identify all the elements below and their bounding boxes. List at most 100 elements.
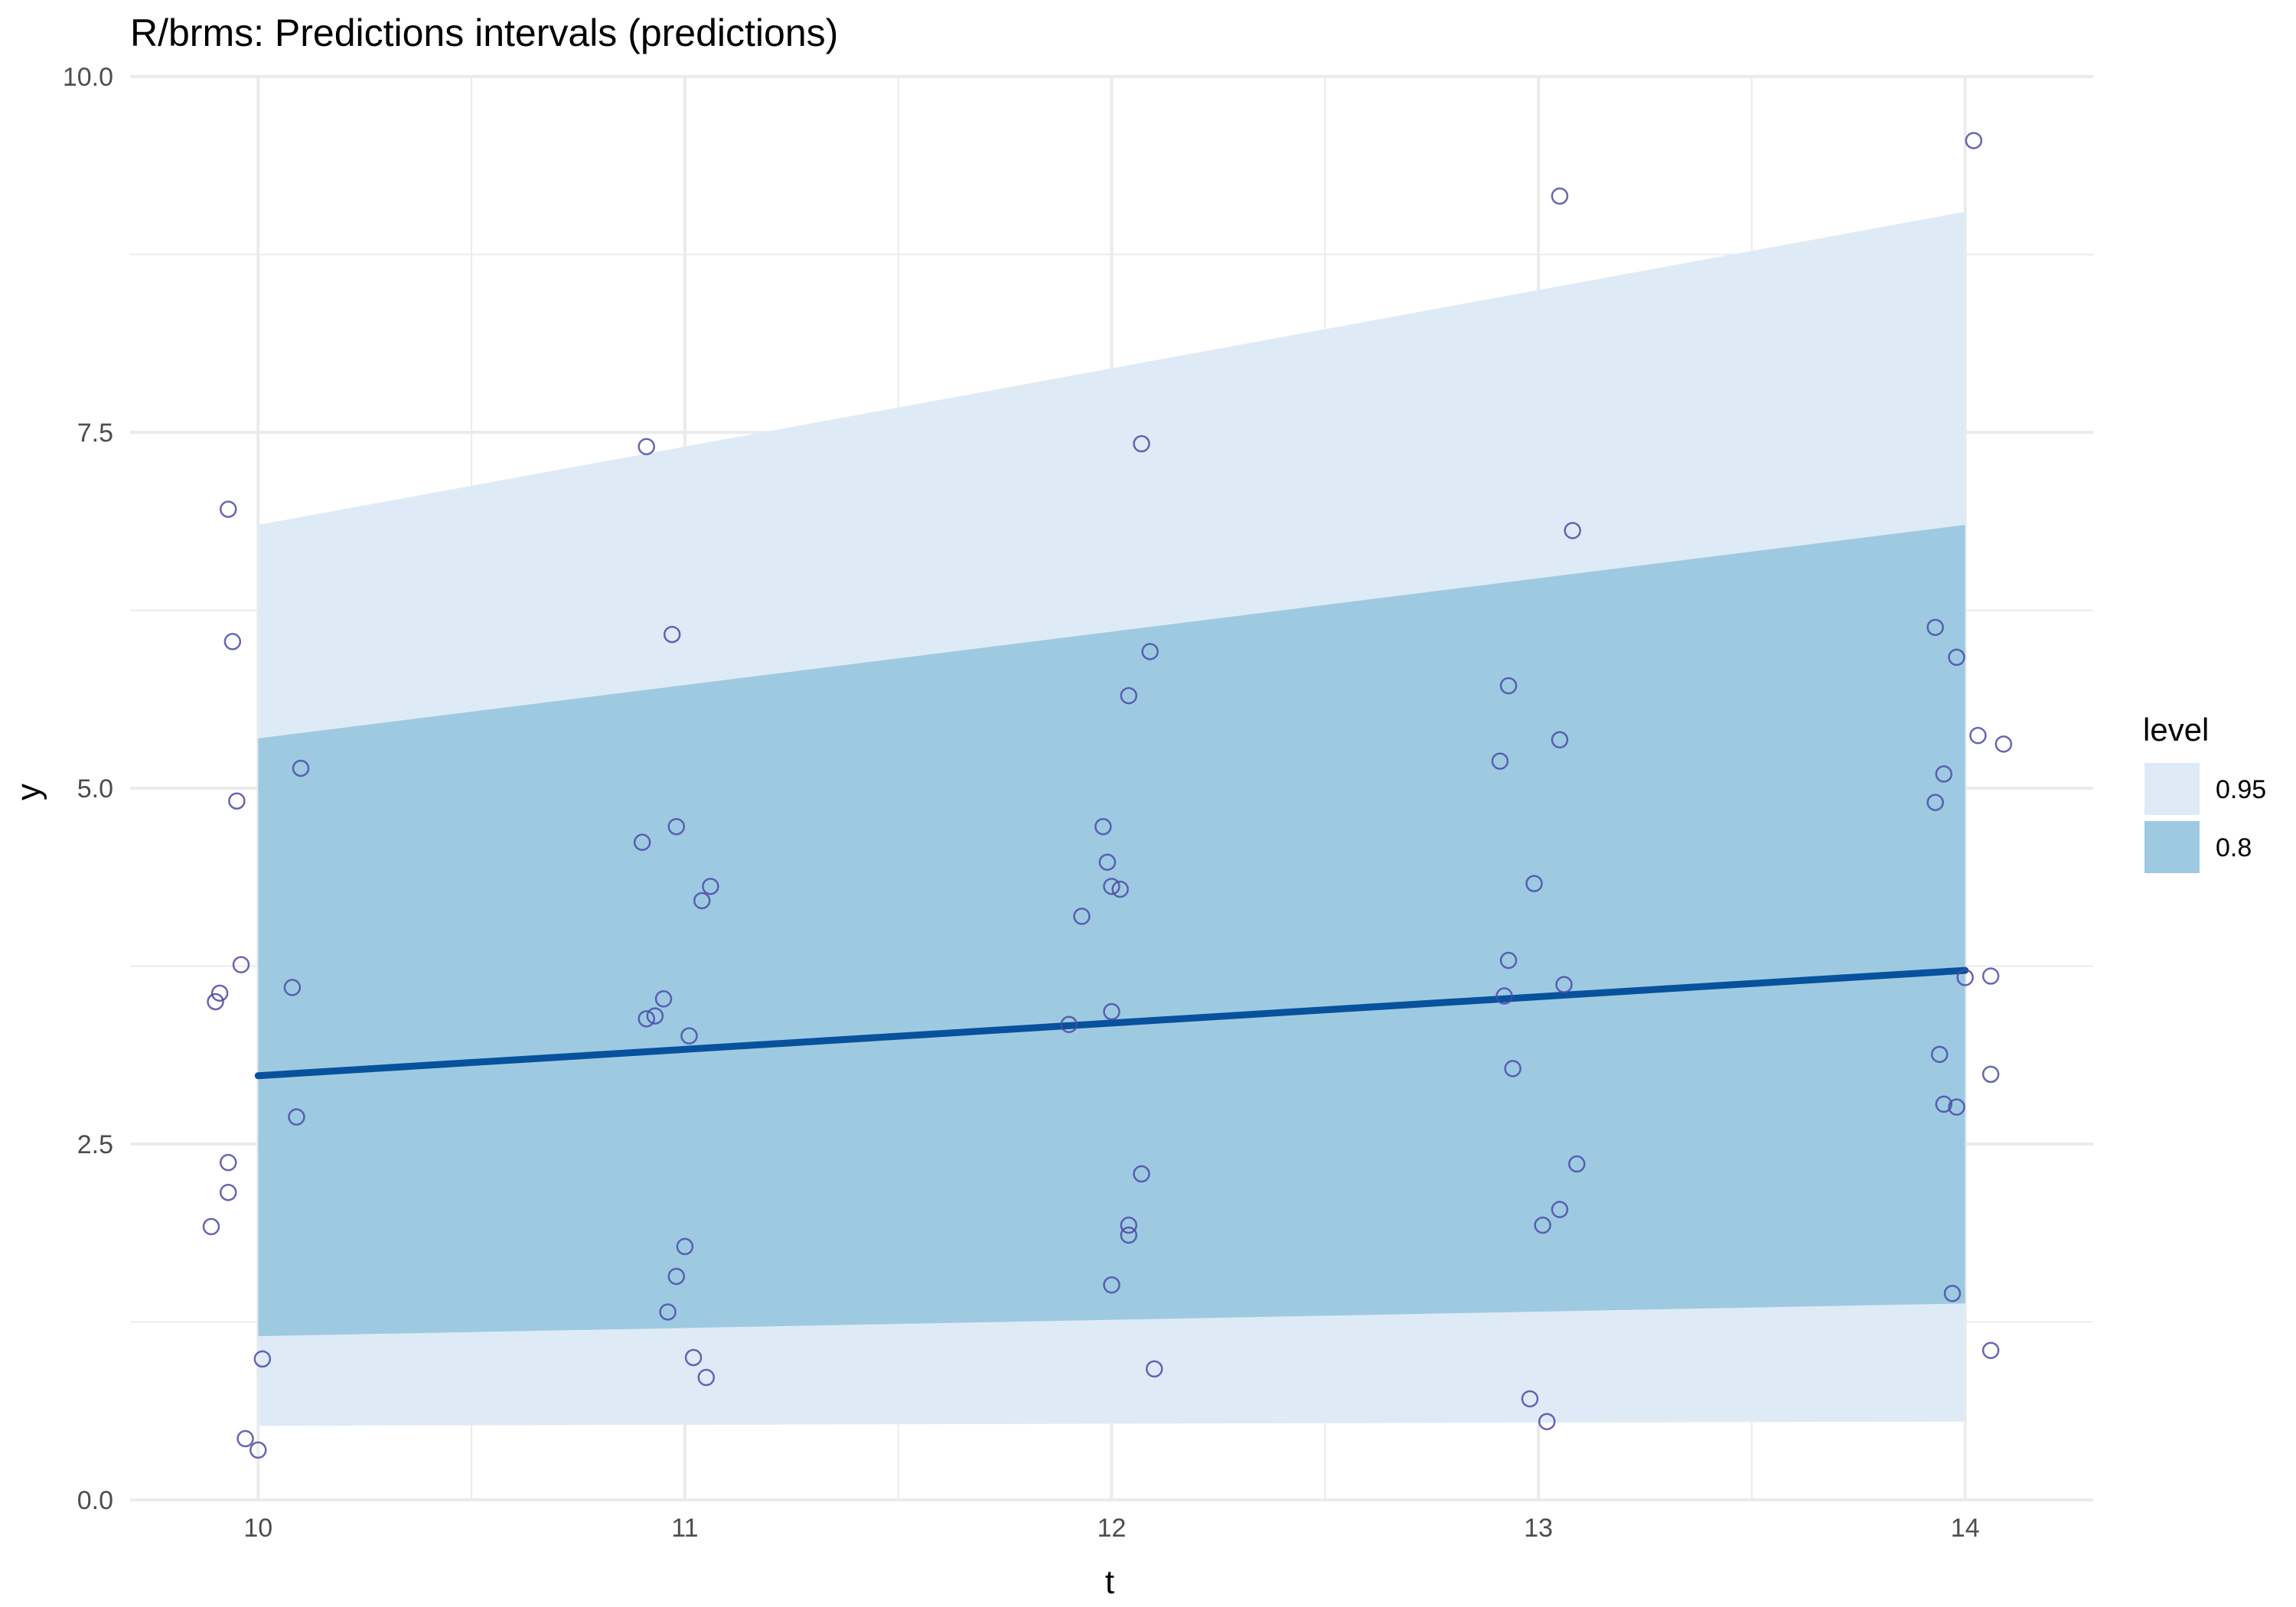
data-point — [1555, 976, 1573, 993]
data-point — [1141, 643, 1159, 660]
y-axis-title: y — [10, 784, 47, 800]
legend-label-95: 0.95 — [2216, 775, 2266, 804]
data-point — [1551, 1201, 1569, 1218]
data-point — [667, 817, 685, 836]
y-tick-label: 0.0 — [77, 1486, 113, 1515]
legend-swatch-95 — [2144, 763, 2200, 815]
data-point — [633, 833, 651, 851]
data-point — [684, 1348, 703, 1367]
observed-points — [202, 132, 2013, 1459]
data-point — [1521, 1390, 1539, 1408]
chart-title: R/brms: Predictions intervals (predictio… — [130, 11, 838, 54]
data-point — [228, 792, 246, 810]
x-tick-label: 12 — [1097, 1514, 1127, 1543]
data-point — [1943, 1285, 1962, 1302]
data-point — [667, 1267, 685, 1286]
data-point — [1926, 794, 1944, 811]
x-axis-ticks: 10 11 12 13 14 — [243, 1514, 1979, 1543]
data-point — [210, 984, 229, 1002]
data-point — [1525, 875, 1543, 892]
data-point — [646, 1007, 664, 1025]
prediction-line-layer — [254, 966, 1969, 1080]
data-point — [1120, 1226, 1138, 1244]
data-point — [680, 1027, 698, 1045]
data-point — [1499, 676, 1518, 695]
data-point — [223, 633, 242, 650]
data-point — [693, 892, 711, 910]
prediction-bands — [258, 211, 1965, 1426]
legend-title: level — [2143, 712, 2209, 748]
data-point — [1551, 187, 1569, 205]
x-tick-label: 11 — [671, 1514, 698, 1543]
data-point — [1564, 522, 1581, 539]
x-tick-label: 10 — [243, 1514, 272, 1543]
data-point — [1981, 1065, 2000, 1084]
data-point — [283, 979, 302, 996]
data-point — [1103, 1276, 1120, 1294]
data-point — [1568, 1155, 1586, 1173]
data-point — [1098, 853, 1117, 871]
data-point — [663, 625, 681, 644]
x-tick-label: 13 — [1524, 1514, 1553, 1543]
data-point — [638, 1010, 655, 1028]
data-point — [1534, 1216, 1551, 1234]
data-point — [207, 993, 224, 1011]
data-point — [1491, 752, 1509, 770]
y-tick-label: 2.5 — [77, 1130, 113, 1159]
data-point — [1935, 765, 1953, 783]
data-point — [1103, 878, 1120, 895]
data-point — [1948, 648, 1965, 667]
data-point — [654, 990, 673, 1008]
y-tick-label: 7.5 — [77, 419, 113, 448]
data-point — [249, 1441, 267, 1459]
data-point — [1926, 618, 1944, 637]
prediction-line — [254, 966, 1969, 1080]
data-point — [232, 956, 250, 973]
data-point — [236, 1429, 254, 1448]
data-point — [288, 1108, 305, 1126]
data-point — [1120, 686, 1138, 705]
data-point — [1948, 1098, 1965, 1116]
data-point — [1994, 735, 2013, 753]
data-point — [676, 1237, 694, 1256]
band-08 — [258, 524, 1965, 1337]
data-point — [220, 500, 237, 518]
legend-swatch-80 — [2144, 821, 2200, 873]
data-point — [1981, 1341, 2000, 1359]
data-point — [202, 1217, 220, 1236]
data-point — [1103, 1002, 1120, 1021]
data-point — [1551, 731, 1569, 749]
data-point — [659, 1303, 677, 1321]
data-point — [220, 1183, 237, 1201]
x-tick-label: 14 — [1951, 1514, 1980, 1543]
data-point — [1538, 1413, 1556, 1430]
data-point — [220, 1153, 237, 1172]
data-point — [1133, 435, 1150, 453]
data-point — [1931, 1045, 1949, 1064]
data-point — [1981, 967, 2000, 985]
data-point — [253, 1350, 272, 1368]
data-point — [1060, 1015, 1078, 1034]
data-point — [1969, 726, 1987, 745]
data-point — [1133, 1165, 1150, 1183]
data-point — [1094, 817, 1112, 836]
data-point — [1146, 1360, 1163, 1378]
y-tick-label: 10.0 — [63, 63, 113, 92]
data-point — [638, 438, 655, 455]
legend-label-80: 0.8 — [2216, 833, 2252, 862]
y-tick-label: 5.0 — [77, 774, 113, 804]
legend: level 0.95 0.8 — [2143, 712, 2266, 873]
data-point — [1504, 1060, 1521, 1077]
data-point — [1935, 1095, 1953, 1113]
data-point — [1073, 908, 1091, 925]
data-point — [697, 1368, 716, 1387]
y-axis-ticks: 0.0 2.5 5.0 7.5 10.0 — [63, 63, 113, 1515]
data-point — [1495, 987, 1513, 1005]
data-point — [702, 878, 719, 895]
x-axis-title: t — [1105, 1563, 1114, 1601]
data-point — [1499, 951, 1518, 970]
data-point — [1965, 132, 1983, 149]
data-point — [1120, 1216, 1138, 1234]
data-point — [292, 759, 310, 777]
